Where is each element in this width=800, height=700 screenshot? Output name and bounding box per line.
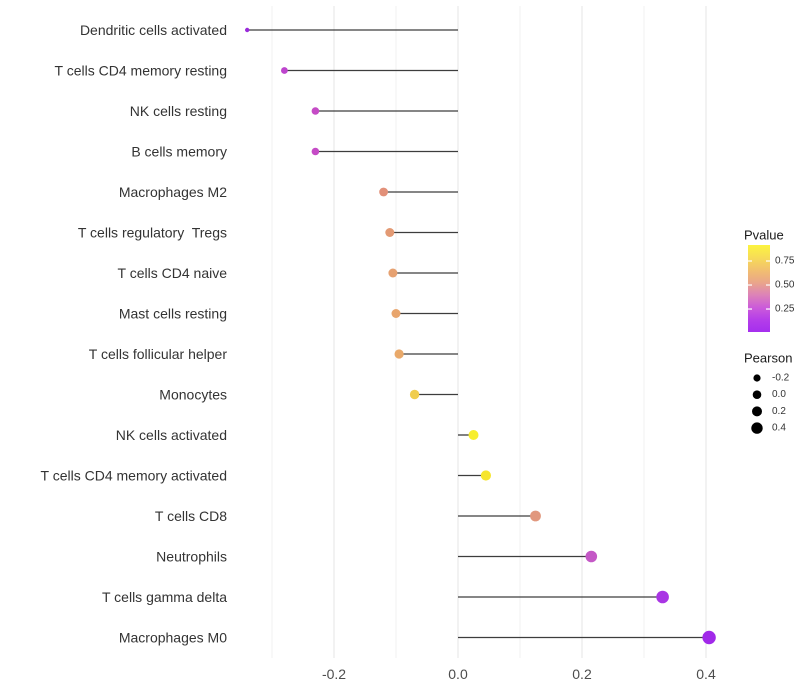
lollipop-dot [409,389,420,400]
y-axis-label: T cells follicular helper [89,346,228,362]
pearson-legend-label: 0.4 [772,423,786,434]
y-axis-label: Macrophages M0 [119,630,227,646]
y-axis-label: B cells memory [131,144,227,160]
dot-layer [245,27,716,645]
lollipop-dot [702,630,716,645]
pearson-legend-dot [752,406,762,417]
lollipop-dot [585,550,598,563]
pearson-legend-dot [752,390,762,400]
y-axis-label: NK cells resting [130,103,227,119]
pearson-legend-label: -0.2 [772,373,790,384]
x-axis: -0.2 0.0 0.2 0.4 [322,666,716,682]
lollipop-dot [379,187,388,197]
y-axis-label: Dendritic cells activated [80,22,227,38]
y-axis-label: T cells CD4 memory resting [55,63,227,79]
y-axis-label: T cells CD8 [155,508,227,524]
y-axis-label: T cells gamma delta [102,589,227,605]
pvalue-colorbar [748,245,770,332]
lollipop-dot [388,268,398,278]
lollipop-dot [281,67,288,74]
lollipop-dot [656,590,669,604]
y-axis-label: Neutrophils [156,549,227,565]
lollipop-dot [311,147,320,156]
pearson-legend-dot [753,374,761,382]
pearson-legend-label: 0.2 [772,406,786,417]
pvalue-legend-tick-label: 0.50 [775,280,795,291]
y-axis-label: Macrophages M2 [119,184,227,200]
y-axis-label: T cells CD4 memory activated [41,468,227,484]
x-axis-tick-label: -0.2 [322,666,346,682]
y-axis-label: T cells regulatory Tregs [78,225,227,241]
lollipop-dot [394,349,404,359]
pearson-legend-dot [751,422,763,434]
lollipop-dot [468,430,479,440]
lollipop-dot [385,228,395,237]
pvalue-legend-title: Pvalue [744,228,784,243]
y-axis-label: Monocytes [159,387,227,403]
y-axis-label: Mast cells resting [119,306,227,322]
lollipop-dot [480,470,491,481]
x-axis-tick-label: 0.4 [696,666,716,682]
legend: Pvalue 0.75 0.50 0.25 Pearson -0.2 0.0 0.2 0.4 [744,228,795,434]
lollipop-dot [530,510,541,522]
y-axis-labels: Dendritic cells activated T cells CD4 mem… [41,22,228,646]
x-axis-tick-label: 0.0 [448,666,468,682]
y-axis-label: T cells CD4 naive [118,265,228,281]
pvalue-legend-tick-label: 0.25 [775,304,795,315]
stem-layer [247,29,710,639]
lollipop-dot [245,27,250,33]
x-axis-tick-label: 0.2 [572,666,592,682]
lollipop-dot [391,309,401,318]
pearson-legend-title: Pearson [744,351,792,366]
lollipop-dot [311,107,320,115]
grid-layer [271,6,707,658]
pvalue-legend-tick-label: 0.75 [775,256,795,267]
y-axis-label: NK cells activated [116,427,227,443]
pearson-legend-label: 0.0 [772,389,786,400]
